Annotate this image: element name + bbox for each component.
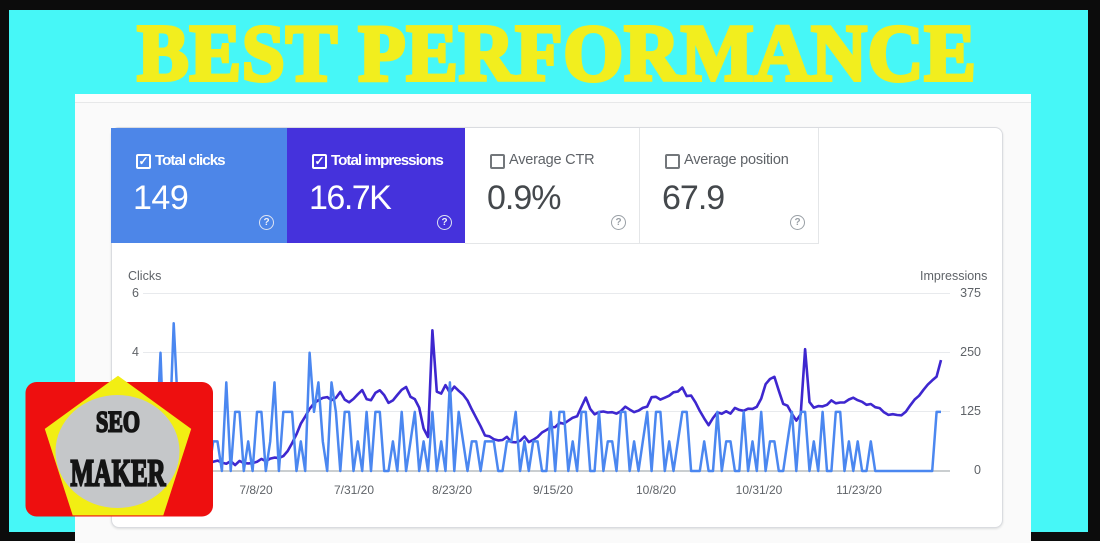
svg-text:SEO: SEO <box>96 406 140 439</box>
svg-text:MAKER: MAKER <box>71 453 166 495</box>
